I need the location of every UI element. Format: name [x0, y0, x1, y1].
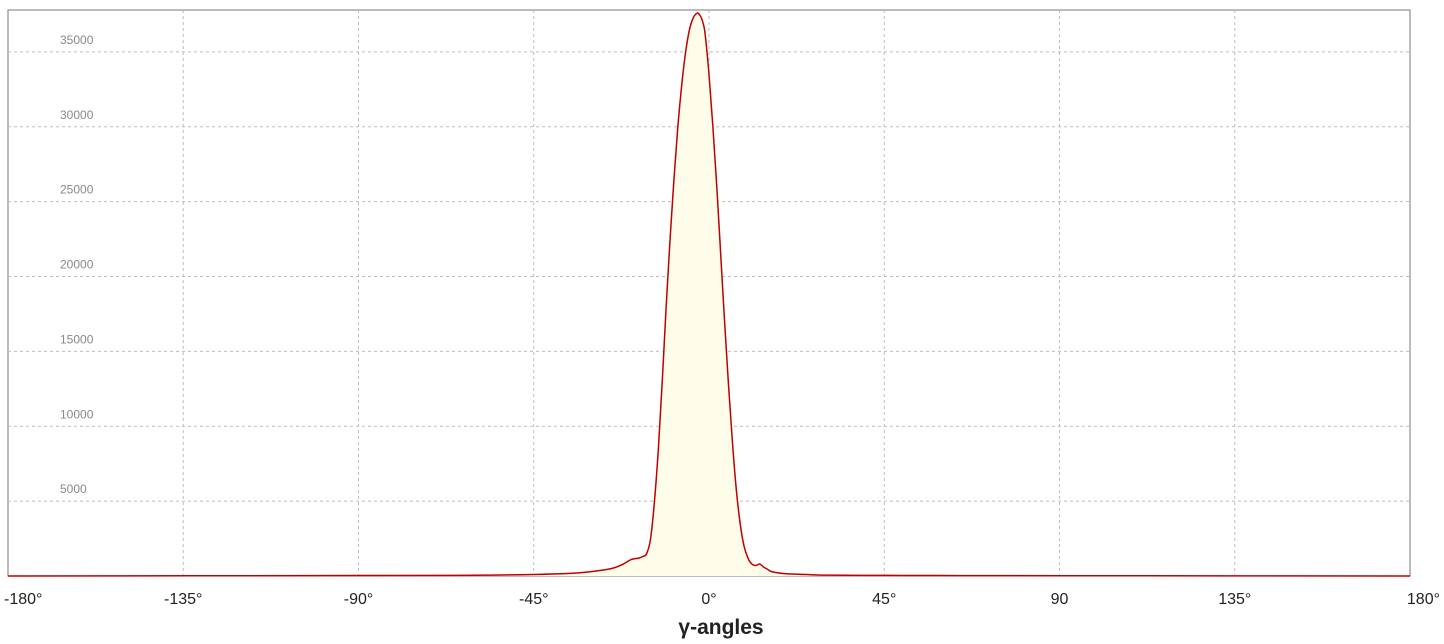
series-area-layer [8, 12, 1410, 577]
x-tick-label: -180° [4, 591, 42, 608]
x-tick-label: 45° [872, 591, 896, 608]
y-tick-label: 25000 [60, 183, 94, 197]
y-tick-labels: 5000 10000 15000 20000 25000 30000 35000 [60, 33, 94, 496]
x-tick-label: -90° [344, 591, 374, 608]
y-tick-label: 20000 [60, 258, 94, 272]
x-axis-label: γ-angles [678, 616, 763, 639]
x-tick-label: 0° [701, 591, 716, 608]
x-tick-label: -45° [519, 591, 549, 608]
y-tick-label: 15000 [60, 332, 94, 346]
series-line [7, 12, 1411, 577]
y-tick-label: 10000 [60, 407, 94, 421]
x-tick-label: 135° [1218, 591, 1251, 608]
y-tick-label: 5000 [60, 482, 87, 496]
series-line-layer [7, 12, 1411, 577]
y-tick-label: 30000 [60, 108, 94, 122]
x-tick-label: 180° [1407, 591, 1440, 608]
x-tick-label: -135° [164, 591, 202, 608]
x-tick-label: 90 [1051, 591, 1069, 608]
x-tick-labels: -180° -135° -90° -45° 0° 45° 90 135° 180° [4, 591, 1440, 608]
series-area [8, 12, 1410, 577]
y-tick-label: 35000 [60, 33, 94, 47]
